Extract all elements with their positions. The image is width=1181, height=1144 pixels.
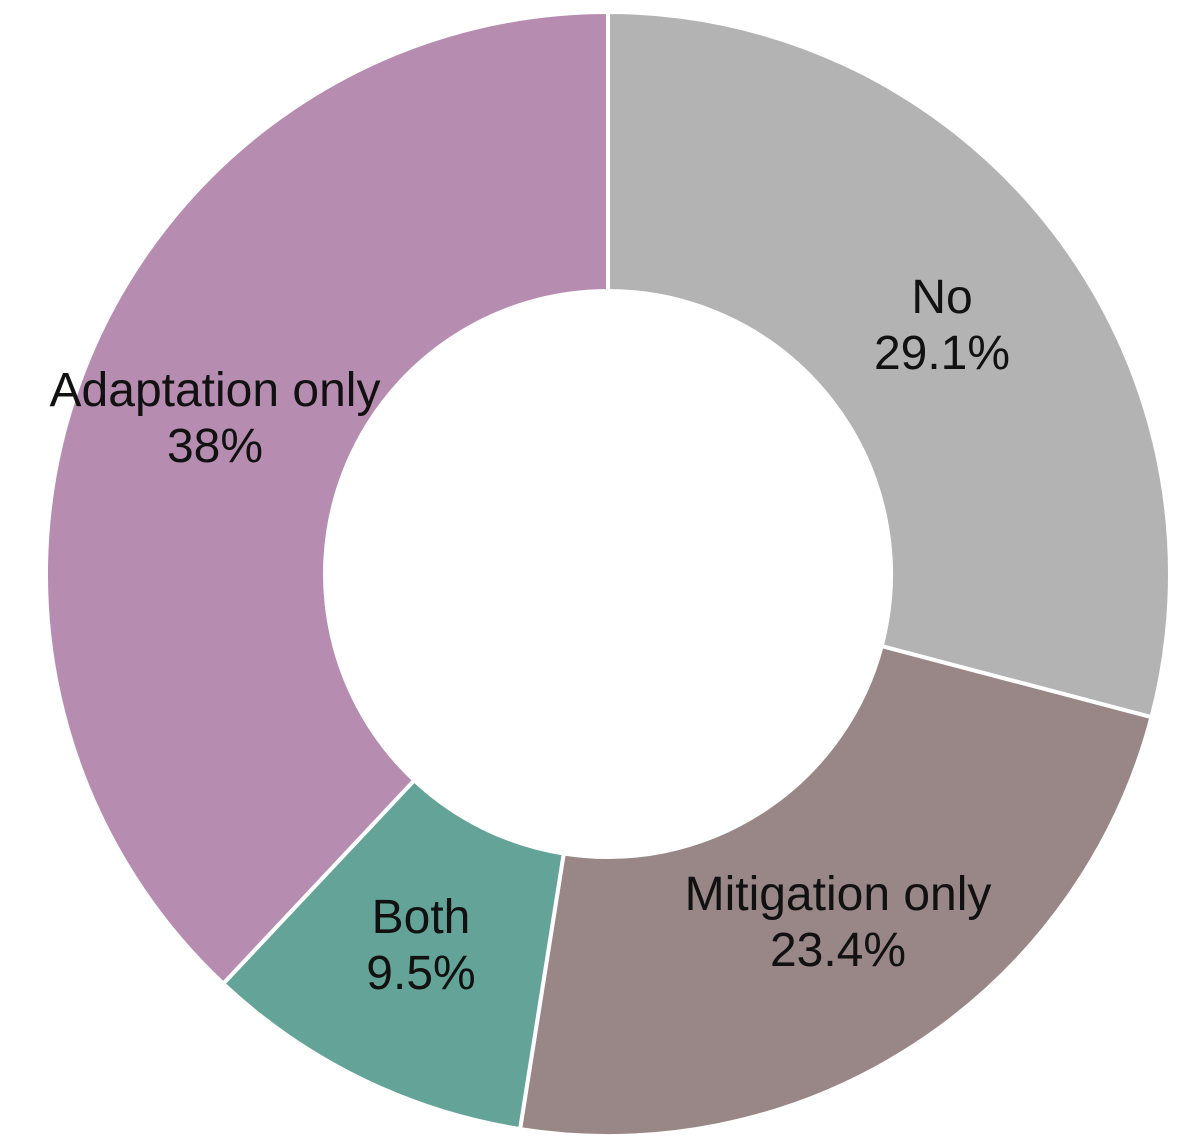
slice-mitigation-only [518, 644, 1154, 1138]
slice-value-adaptation-only: 38% [167, 420, 263, 473]
slice-value-no: 29.1% [874, 327, 1010, 380]
slice-adaptation-only [44, 10, 610, 986]
slice-label-both: Both [372, 891, 471, 944]
slice-label-adaptation-only: Adaptation only [50, 364, 381, 417]
slice-label-mitigation-only: Mitigation only [685, 868, 992, 921]
slice-value-both: 9.5% [366, 947, 475, 1000]
slice-no [606, 10, 1172, 720]
donut-slices [44, 10, 1172, 1138]
slice-value-mitigation-only: 23.4% [770, 924, 906, 977]
slice-label-no: No [911, 271, 972, 324]
